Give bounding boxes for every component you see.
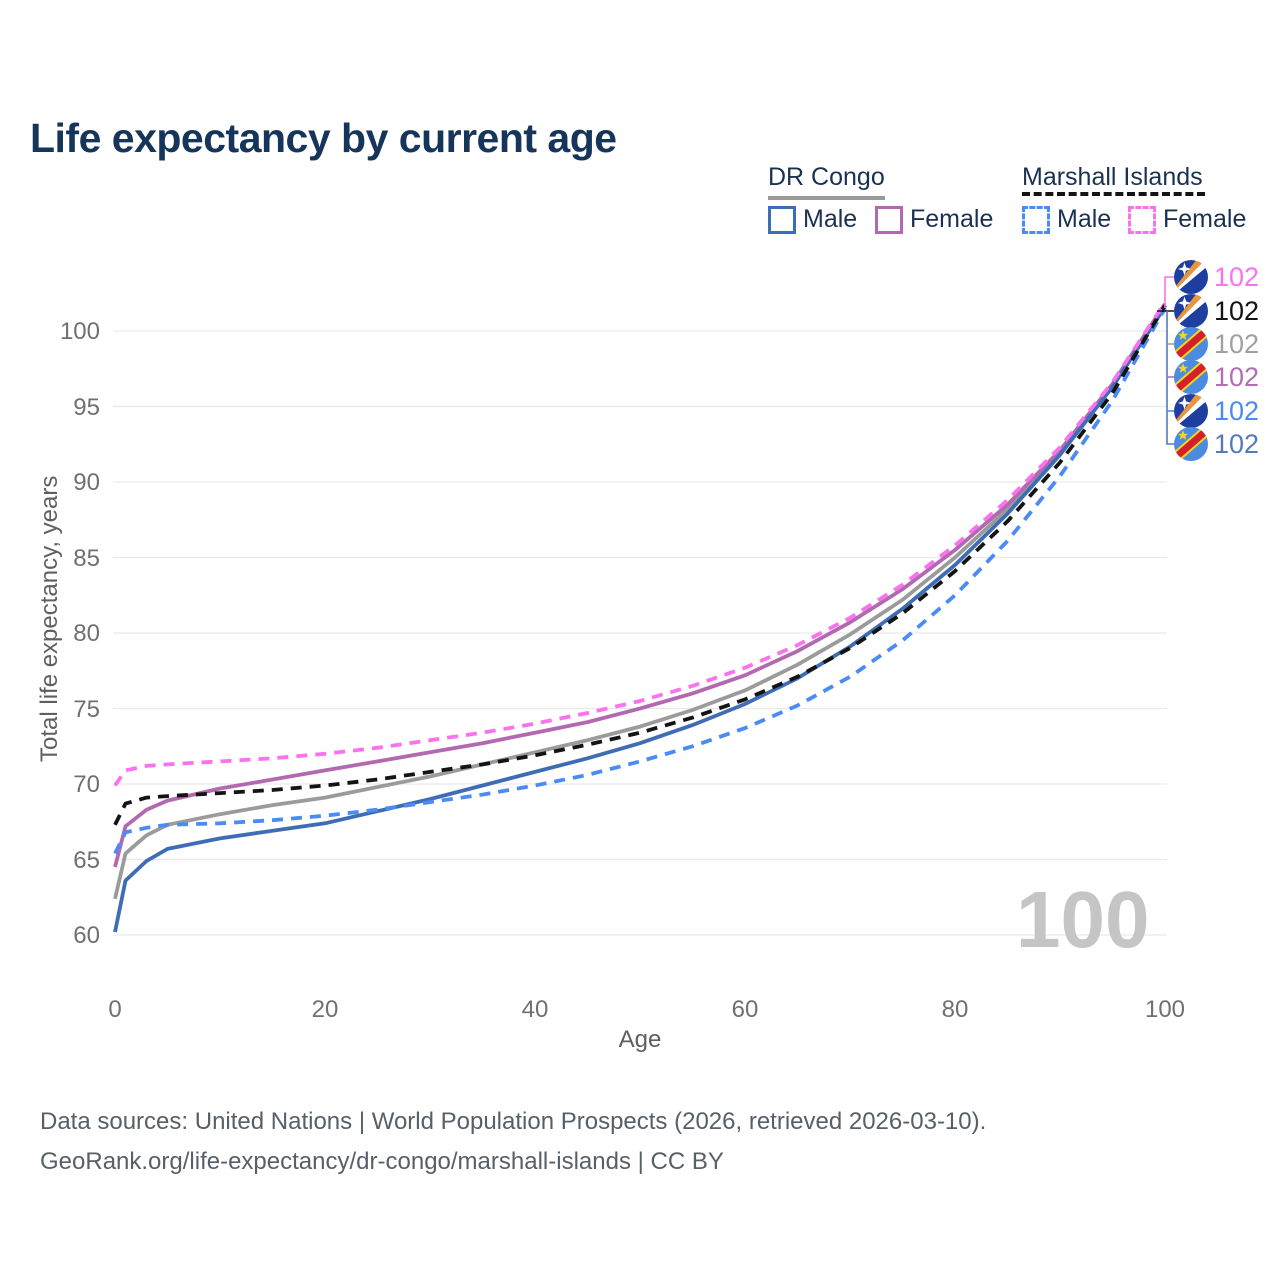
end-label-dr-congo-male: 102 xyxy=(1174,427,1259,461)
legend-group-marshall-islands: Marshall Islands xyxy=(1022,163,1203,191)
legend-underline-solid xyxy=(768,196,885,200)
x-tick-label-20: 20 xyxy=(311,996,339,1023)
end-value: 102 xyxy=(1214,395,1260,426)
legend-underline-dashed xyxy=(1022,192,1205,196)
legend-label: Male xyxy=(1057,205,1112,233)
legend-label: Female xyxy=(910,205,994,233)
legend-item-marshall-male[interactable]: Male xyxy=(1022,205,1111,234)
series-line-dr-congo-both-sexes[interactable] xyxy=(113,304,1167,900)
legend-item-dr-congo-male[interactable]: Male xyxy=(768,205,857,234)
line-chart-plot xyxy=(113,301,1167,936)
end-value: 102 xyxy=(1214,428,1260,459)
footer-attribution: GeoRank.org/life-expectancy/dr-congo/mar… xyxy=(40,1148,724,1175)
series-line-dr-congo-male[interactable] xyxy=(113,305,1167,933)
y-tick-label-95: 95 xyxy=(73,393,100,421)
end-value: 102 xyxy=(1214,261,1260,292)
y-tick-label-100: 100 xyxy=(59,318,100,345)
legend-item-dr-congo-female[interactable]: Female xyxy=(875,205,993,234)
x-axis-title: Age xyxy=(618,1026,662,1053)
marshall-male-swatch-icon xyxy=(1022,205,1050,234)
end-label-marshall-islands-male: 102 xyxy=(1174,394,1259,428)
legend-item-marshall-female[interactable]: Female xyxy=(1128,205,1246,234)
x-tick-label-80: 80 xyxy=(941,996,969,1023)
y-tick-label-75: 75 xyxy=(73,695,100,723)
y-tick-label-60: 60 xyxy=(73,922,100,949)
connector-line-0 xyxy=(1164,276,1174,308)
end-label-connectors xyxy=(1157,276,1174,445)
marshall-islands-flag-icon xyxy=(1174,294,1208,328)
series-line-marshall-islands-male[interactable] xyxy=(113,307,1167,855)
end-label-marshall-islands-female: 102 xyxy=(1174,260,1259,294)
end-value: 102 xyxy=(1214,361,1260,392)
end-value: 102 xyxy=(1214,295,1260,326)
dr-congo-flag-icon xyxy=(1174,327,1208,361)
x-tick-label-60: 60 xyxy=(731,996,759,1023)
dr-congo-flag-icon xyxy=(1174,427,1208,461)
x-tick-label-100: 100 xyxy=(1144,996,1186,1023)
dr-congo-female-swatch-icon xyxy=(875,205,903,234)
y-tick-label-70: 70 xyxy=(73,771,100,798)
footer-data-sources: Data sources: United Nations | World Pop… xyxy=(40,1108,987,1135)
x-tick-label-0: 0 xyxy=(108,996,122,1023)
y-axis-title: Total life expectancy, years xyxy=(36,475,63,762)
current-age-watermark: 100 xyxy=(1016,875,1150,964)
end-label-dr-congo-female: 102 xyxy=(1174,360,1259,394)
y-tick-label-85: 85 xyxy=(73,544,100,572)
x-tick-label-40: 40 xyxy=(521,996,549,1023)
end-label-dr-congo-both-sexes: 102 xyxy=(1174,327,1259,361)
end-value: 102 xyxy=(1214,328,1260,359)
dr-congo-male-swatch-icon xyxy=(768,205,796,234)
legend-label: Female xyxy=(1163,205,1247,233)
dr-congo-flag-icon xyxy=(1174,360,1208,394)
series-line-dr-congo-female[interactable] xyxy=(113,302,1167,868)
series-line-marshall-islands-female[interactable] xyxy=(113,301,1167,787)
series-line-marshall-islands-both-sexes[interactable] xyxy=(113,304,1167,826)
legend-label: Male xyxy=(803,205,858,233)
legend-group-dr-congo: DR Congo xyxy=(768,163,885,191)
y-tick-label-90: 90 xyxy=(73,469,100,496)
marshall-islands-flag-icon xyxy=(1174,394,1208,428)
connector-line-2 xyxy=(1166,311,1174,445)
y-tick-label-80: 80 xyxy=(73,620,100,647)
marshall-female-swatch-icon xyxy=(1128,205,1156,234)
marshall-islands-flag-icon xyxy=(1174,260,1208,294)
page-title: Life expectancy by current age xyxy=(30,115,617,162)
end-label-marshall-islands-both-sexes: 102 xyxy=(1174,294,1259,328)
y-tick-label-65: 65 xyxy=(73,846,100,874)
